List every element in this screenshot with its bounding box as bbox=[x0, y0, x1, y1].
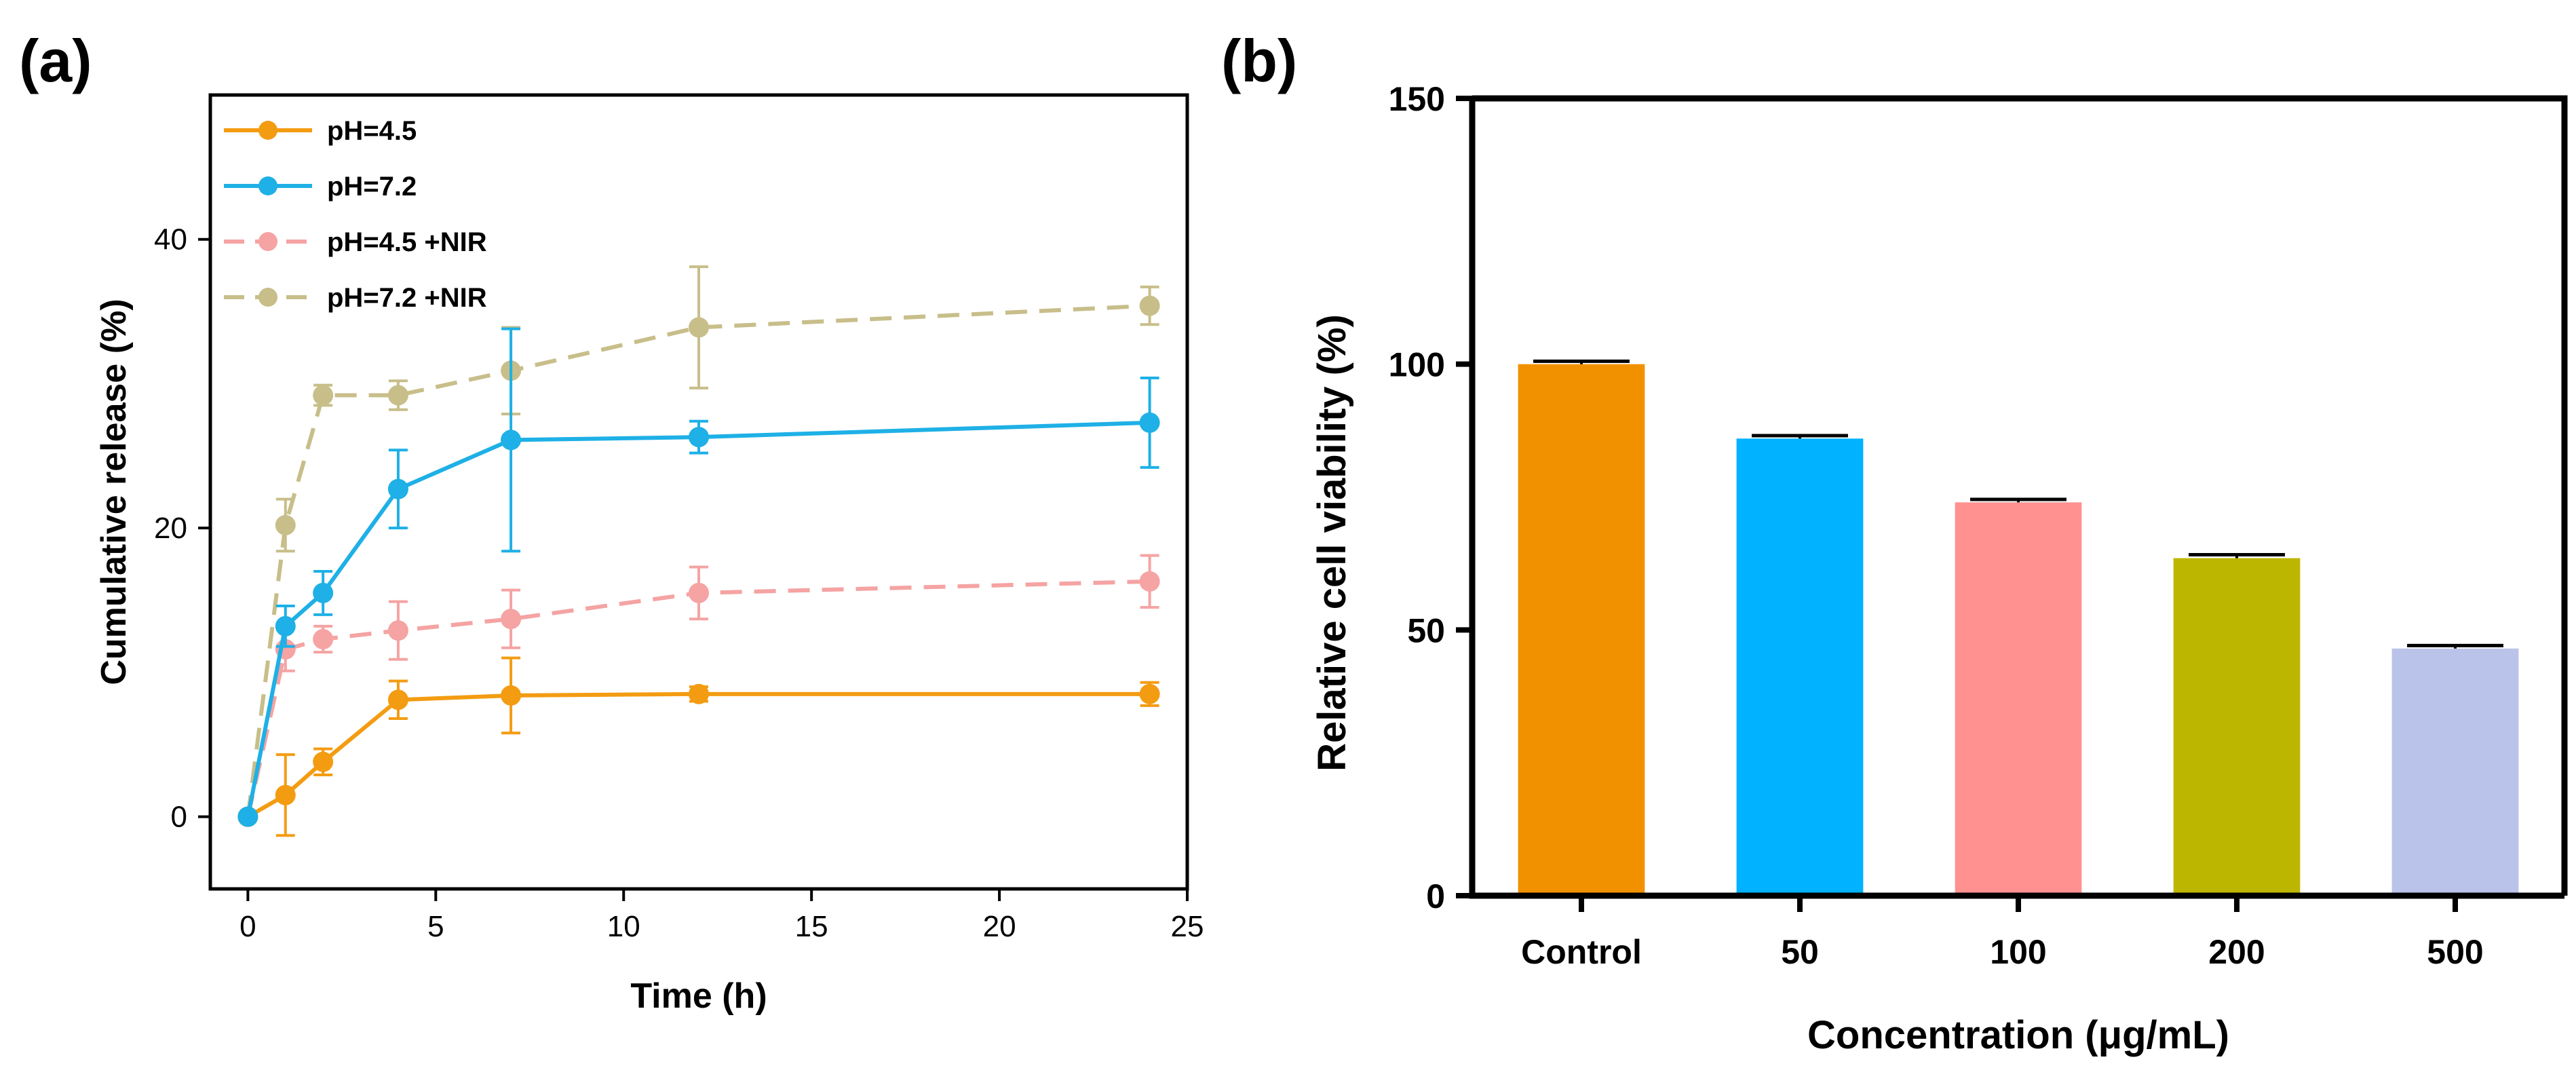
legend-item-ph-4-5-nir: pH=4.5 +NIR bbox=[224, 227, 487, 257]
panel-b-ticks: Control 50 100 200 500 0 50 100 150 bbox=[1389, 80, 2484, 971]
panel-a-ticks: 0 5 10 15 20 25 0 20 40 bbox=[154, 223, 1204, 943]
bar-100 bbox=[1955, 497, 2082, 896]
panel-b-axes bbox=[1469, 98, 2564, 899]
panel-b-y-axis-label: Relative cell viability (%) bbox=[1310, 314, 1354, 772]
data-point bbox=[689, 582, 709, 603]
legend-swatch-marker bbox=[258, 232, 277, 251]
legend-label: pH=7.2 +NIR bbox=[327, 283, 487, 313]
legend-item-ph-7-2-nir: pH=7.2 +NIR bbox=[224, 283, 487, 313]
x-tick-label: 500 bbox=[2427, 933, 2483, 971]
data-point bbox=[689, 683, 709, 704]
data-point bbox=[1139, 295, 1160, 316]
y-tick-label: 150 bbox=[1389, 80, 1445, 118]
data-point bbox=[275, 514, 296, 535]
panel-a-plot-frame bbox=[208, 93, 1189, 891]
y-tick-label: 20 bbox=[154, 512, 187, 545]
data-point bbox=[501, 430, 522, 451]
x-tick-label: 100 bbox=[1990, 933, 2046, 971]
x-tick-label: 200 bbox=[2208, 933, 2265, 971]
y-tick-label: 100 bbox=[1389, 346, 1445, 384]
x-tick-label: Control bbox=[1521, 933, 1642, 971]
y-tick-label: 50 bbox=[1407, 611, 1445, 649]
data-point bbox=[275, 784, 296, 805]
data-point bbox=[313, 385, 334, 406]
panel-b-x-axis-label: Concentration (μg/mL) bbox=[1807, 1013, 2229, 1057]
data-point bbox=[689, 317, 709, 338]
x-tick-label: 50 bbox=[1781, 933, 1819, 971]
x-tick-label: 25 bbox=[1171, 910, 1204, 943]
data-point bbox=[387, 620, 408, 641]
bar-50 bbox=[1736, 434, 1864, 896]
y-tick-label: 0 bbox=[171, 801, 187, 834]
panel-a-x-axis-label: Time (h) bbox=[630, 976, 767, 1016]
panel-b-label: (b) bbox=[1221, 27, 1297, 94]
y-tick-label: 40 bbox=[154, 223, 187, 256]
bar-200 bbox=[2173, 552, 2301, 896]
legend-swatch-marker bbox=[258, 176, 277, 195]
x-tick-label: 10 bbox=[607, 910, 640, 943]
panel-a-series bbox=[237, 265, 1160, 837]
data-point bbox=[237, 806, 258, 827]
bar-rect bbox=[2173, 558, 2301, 896]
x-tick-label: 0 bbox=[239, 910, 256, 943]
bar-500 bbox=[2391, 643, 2519, 896]
data-point bbox=[313, 751, 334, 772]
bar-rect bbox=[1736, 438, 1864, 896]
legend-swatch-marker bbox=[258, 288, 277, 307]
panel-a-y-axis-label: Cumulative release (%) bbox=[94, 299, 134, 685]
data-point bbox=[1139, 412, 1160, 433]
legend-label: pH=4.5 +NIR bbox=[327, 227, 487, 257]
data-point bbox=[387, 385, 408, 406]
panel-a-label: (a) bbox=[19, 27, 92, 94]
x-tick-label: 5 bbox=[427, 910, 444, 943]
data-point bbox=[501, 685, 522, 706]
legend-item-ph-7-2: pH=7.2 bbox=[224, 172, 417, 202]
data-point bbox=[501, 609, 522, 630]
legend-label: pH=4.5 bbox=[327, 116, 417, 146]
legend-swatch-marker bbox=[258, 121, 277, 140]
data-point bbox=[1139, 571, 1160, 592]
data-point bbox=[387, 689, 408, 710]
series-ph-7-2-nir bbox=[237, 265, 1160, 827]
data-point bbox=[1139, 683, 1160, 704]
bar-rect bbox=[1518, 364, 1645, 896]
bar-rect bbox=[2391, 648, 2519, 896]
panel-b-bars bbox=[1518, 359, 2519, 896]
panel-a-legend: pH=4.5 pH=7.2 pH=4.5 +NIR pH=7.2 +NIR bbox=[224, 116, 487, 313]
x-tick-label: 20 bbox=[983, 910, 1016, 943]
data-point bbox=[313, 582, 334, 603]
legend-label: pH=7.2 bbox=[327, 172, 417, 202]
data-point bbox=[313, 628, 334, 649]
bar-control bbox=[1518, 359, 1645, 896]
data-point bbox=[689, 427, 709, 448]
panel-b-plot-frame bbox=[1472, 95, 2568, 896]
bar-rect bbox=[1955, 502, 2082, 896]
x-tick-label: 15 bbox=[795, 910, 828, 943]
legend-item-ph-4-5: pH=4.5 bbox=[224, 116, 417, 146]
data-point bbox=[275, 615, 296, 636]
series-ph-4-5 bbox=[237, 656, 1160, 837]
series-line bbox=[246, 691, 1150, 819]
data-point bbox=[387, 478, 408, 499]
panel-a-release-chart: (a) 0 5 10 15 20 25 0 20 40 pH=4.5 pH=7.2 pH=4.5 +… bbox=[19, 27, 1204, 1016]
series-ph-7-2 bbox=[237, 327, 1160, 827]
panel-b-viability-chart: (b) Control 50 100 200 500 0 50 100 150 Concentr… bbox=[1221, 27, 2568, 1057]
y-tick-label: 0 bbox=[1426, 877, 1445, 915]
